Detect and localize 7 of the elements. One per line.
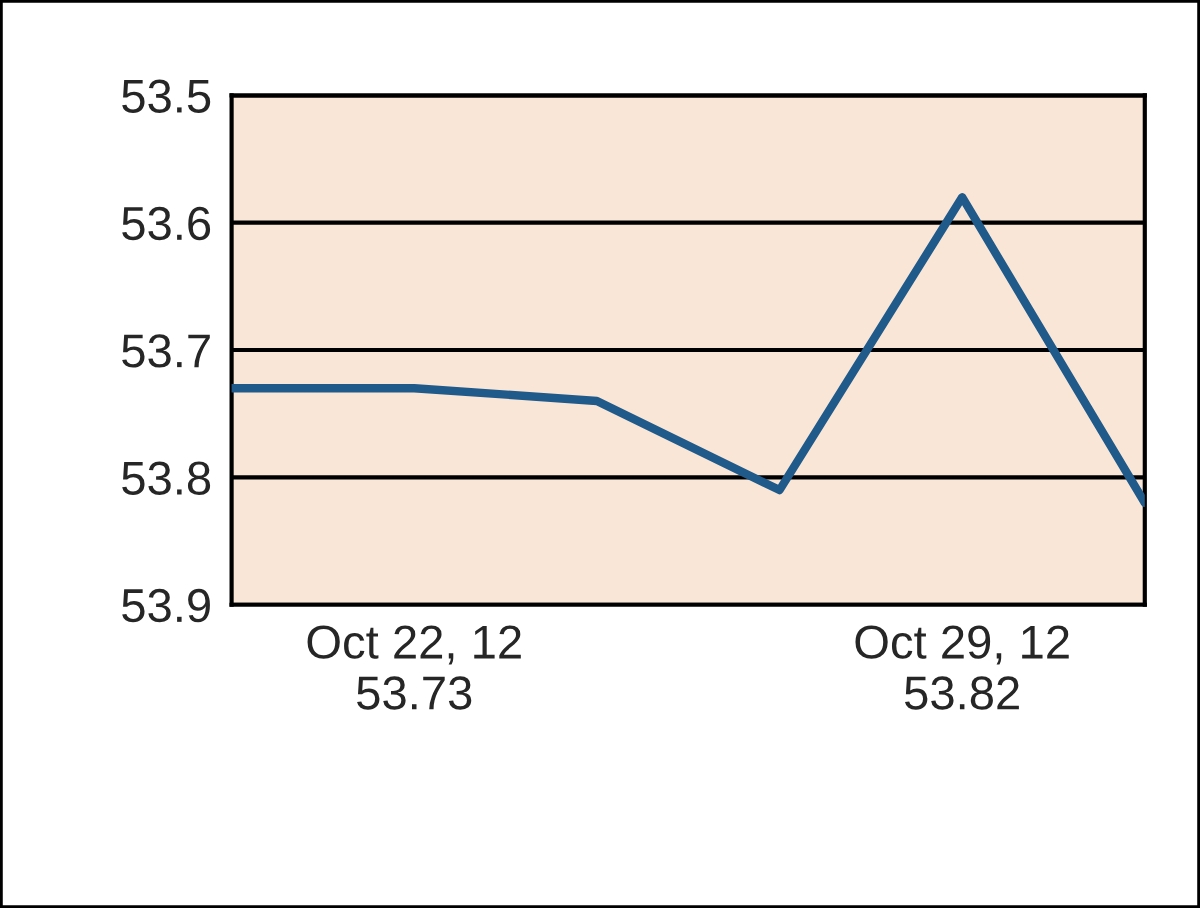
y-tick-label: 53.5 bbox=[122, 79, 211, 113]
x-tick-label: Oct 22, 12 53.73 bbox=[307, 625, 521, 710]
y-tick-label: 53.6 bbox=[122, 206, 211, 241]
y-tick-label: 53.9 bbox=[122, 588, 210, 623]
x-tick-label: Oct 29, 12 53.82 bbox=[855, 625, 1069, 710]
y-tick-label: 53.8 bbox=[122, 461, 211, 495]
y-tick-label: 53.7 bbox=[122, 334, 210, 368]
